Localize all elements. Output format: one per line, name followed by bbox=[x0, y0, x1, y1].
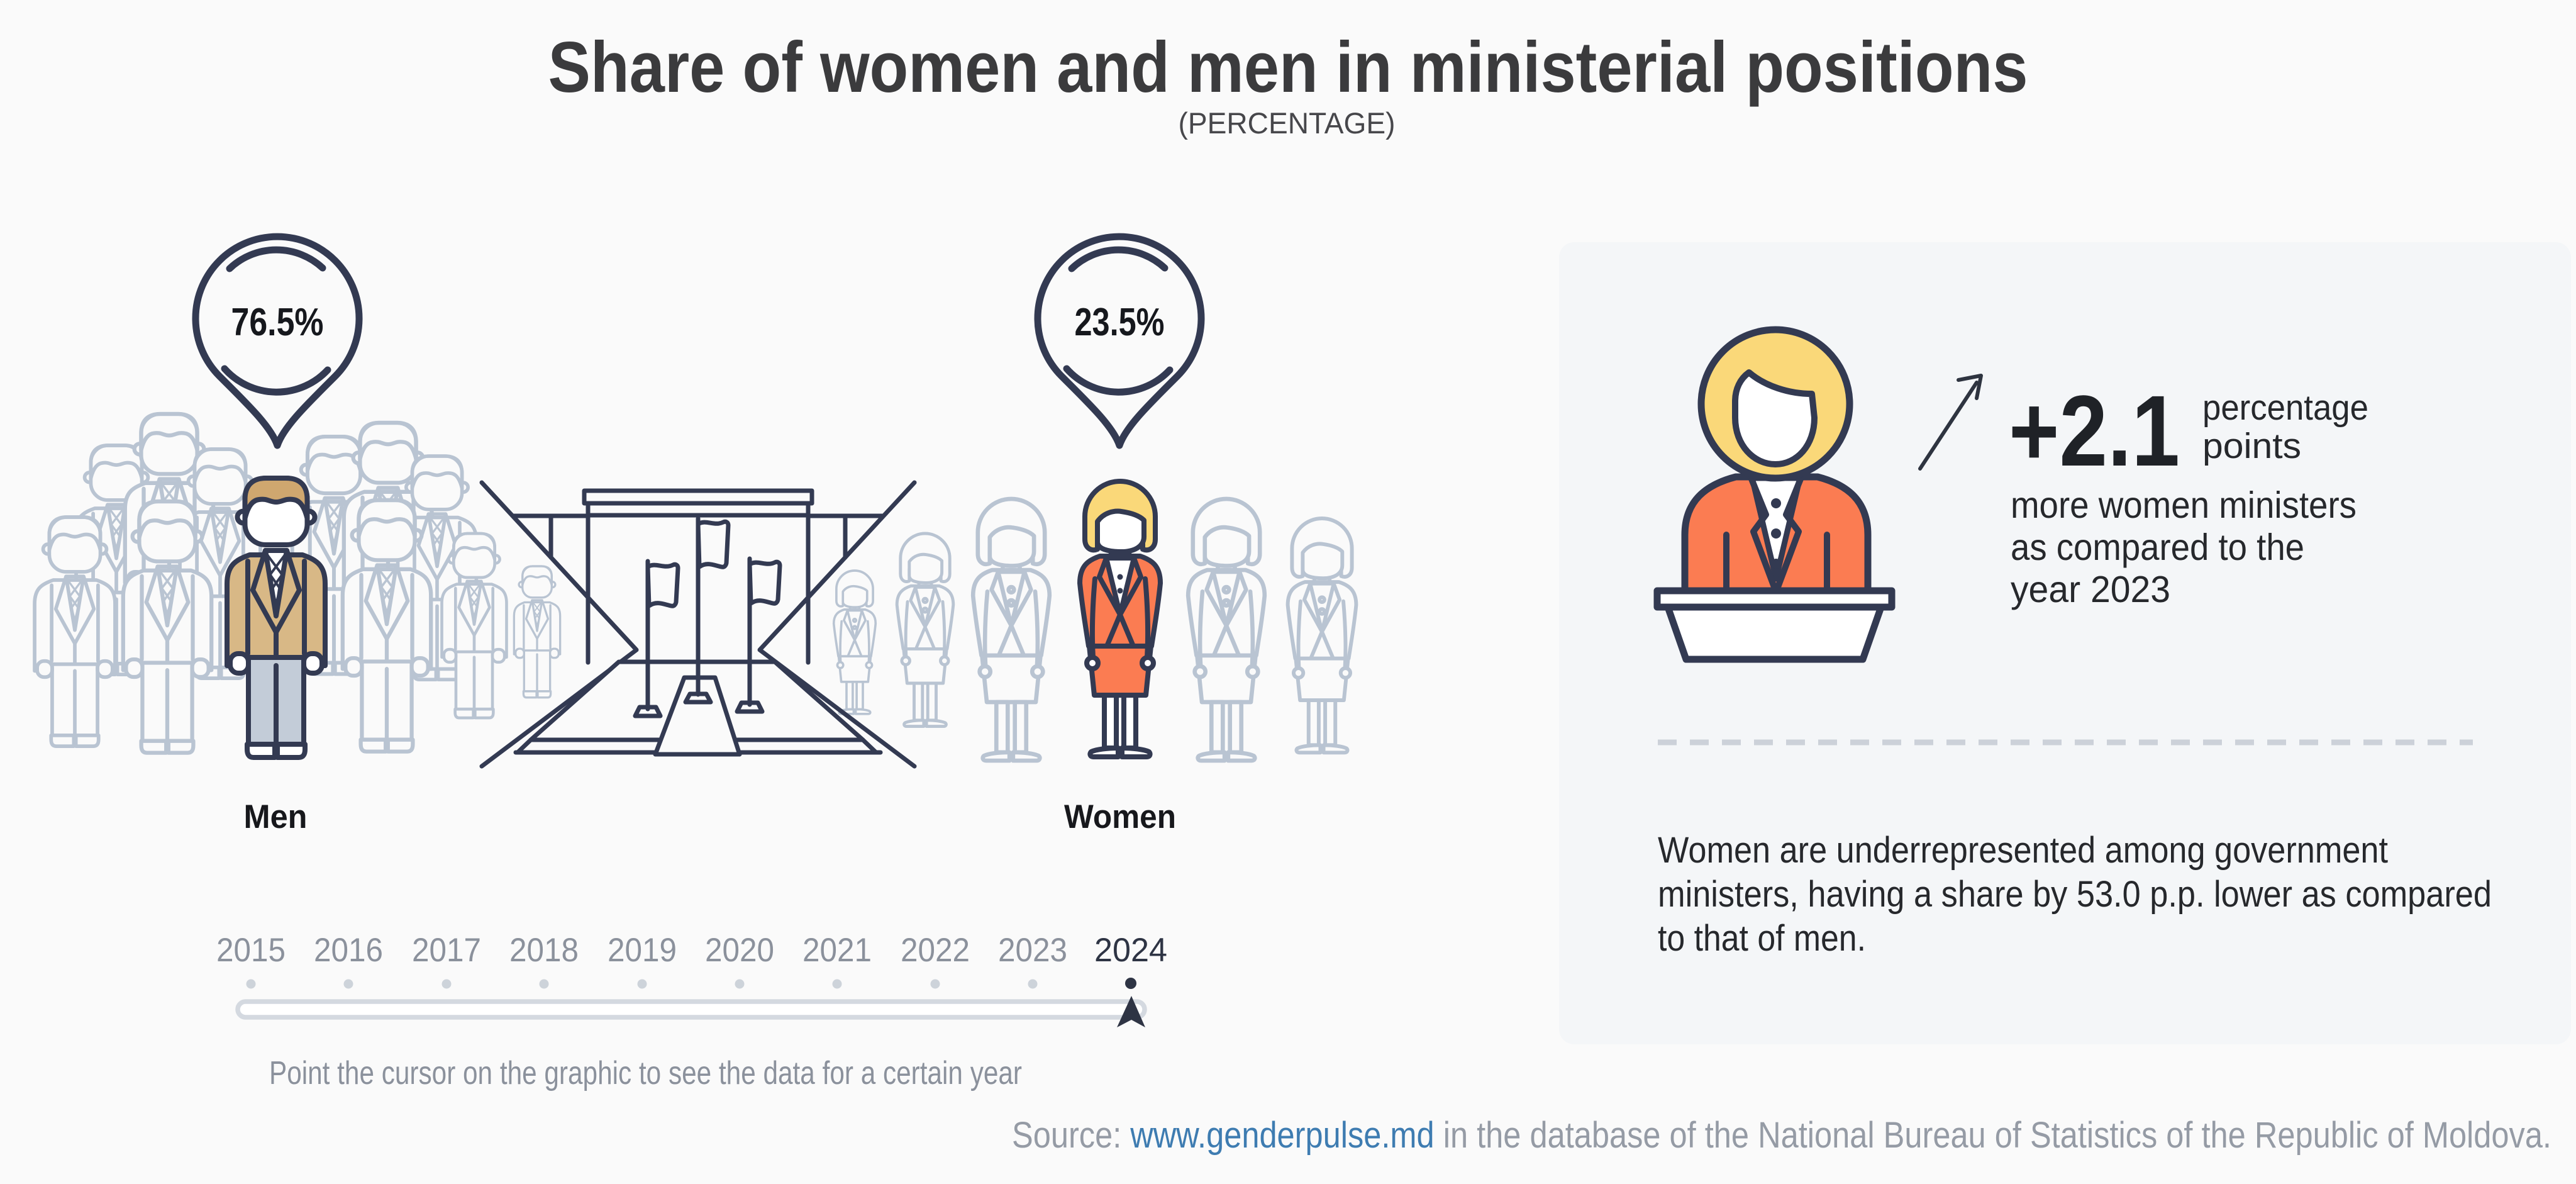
svg-text:year 2023: year 2023 bbox=[2011, 569, 2170, 610]
svg-text:+2.1: +2.1 bbox=[2009, 374, 2180, 487]
svg-text:Share of women and men in mini: Share of women and men in ministerial po… bbox=[548, 28, 2028, 108]
svg-text:ministers, having a share by 5: ministers, having a share by 53.0 p.p. l… bbox=[1658, 874, 2492, 915]
svg-text:to that of men.: to that of men. bbox=[1658, 918, 1866, 959]
svg-text:Source: www.genderpulse.md in: Source: www.genderpulse.md in the databa… bbox=[1012, 1115, 2551, 1156]
svg-text:23.5%: 23.5% bbox=[1075, 301, 1165, 344]
svg-text:more women ministers: more women ministers bbox=[2011, 484, 2357, 526]
svg-text:76.5%: 76.5% bbox=[231, 301, 324, 344]
svg-text:Men: Men bbox=[244, 798, 308, 835]
svg-text:Women: Women bbox=[1064, 798, 1176, 835]
svg-text:as compared to the: as compared to the bbox=[2011, 527, 2304, 568]
svg-text:Point the cursor on the graphi: Point the cursor on the graphic to see t… bbox=[269, 1055, 1022, 1092]
svg-text:2021: 2021 bbox=[802, 932, 872, 969]
svg-text:2019: 2019 bbox=[608, 932, 677, 969]
svg-text:2018: 2018 bbox=[509, 932, 579, 969]
svg-text:2017: 2017 bbox=[412, 932, 481, 969]
svg-text:2016: 2016 bbox=[314, 932, 383, 969]
svg-text:points: points bbox=[2202, 426, 2301, 466]
svg-text:2024: 2024 bbox=[1094, 932, 1167, 969]
svg-text:2020: 2020 bbox=[705, 932, 774, 969]
svg-text:2015: 2015 bbox=[216, 932, 286, 969]
svg-text:2023: 2023 bbox=[998, 932, 1067, 969]
svg-text:percentage: percentage bbox=[2202, 388, 2368, 428]
svg-text:Women are underrepresented amo: Women are underrepresented among governm… bbox=[1658, 830, 2388, 871]
svg-text:(PERCENTAGE): (PERCENTAGE) bbox=[1179, 106, 1396, 140]
svg-text:2022: 2022 bbox=[901, 932, 970, 969]
